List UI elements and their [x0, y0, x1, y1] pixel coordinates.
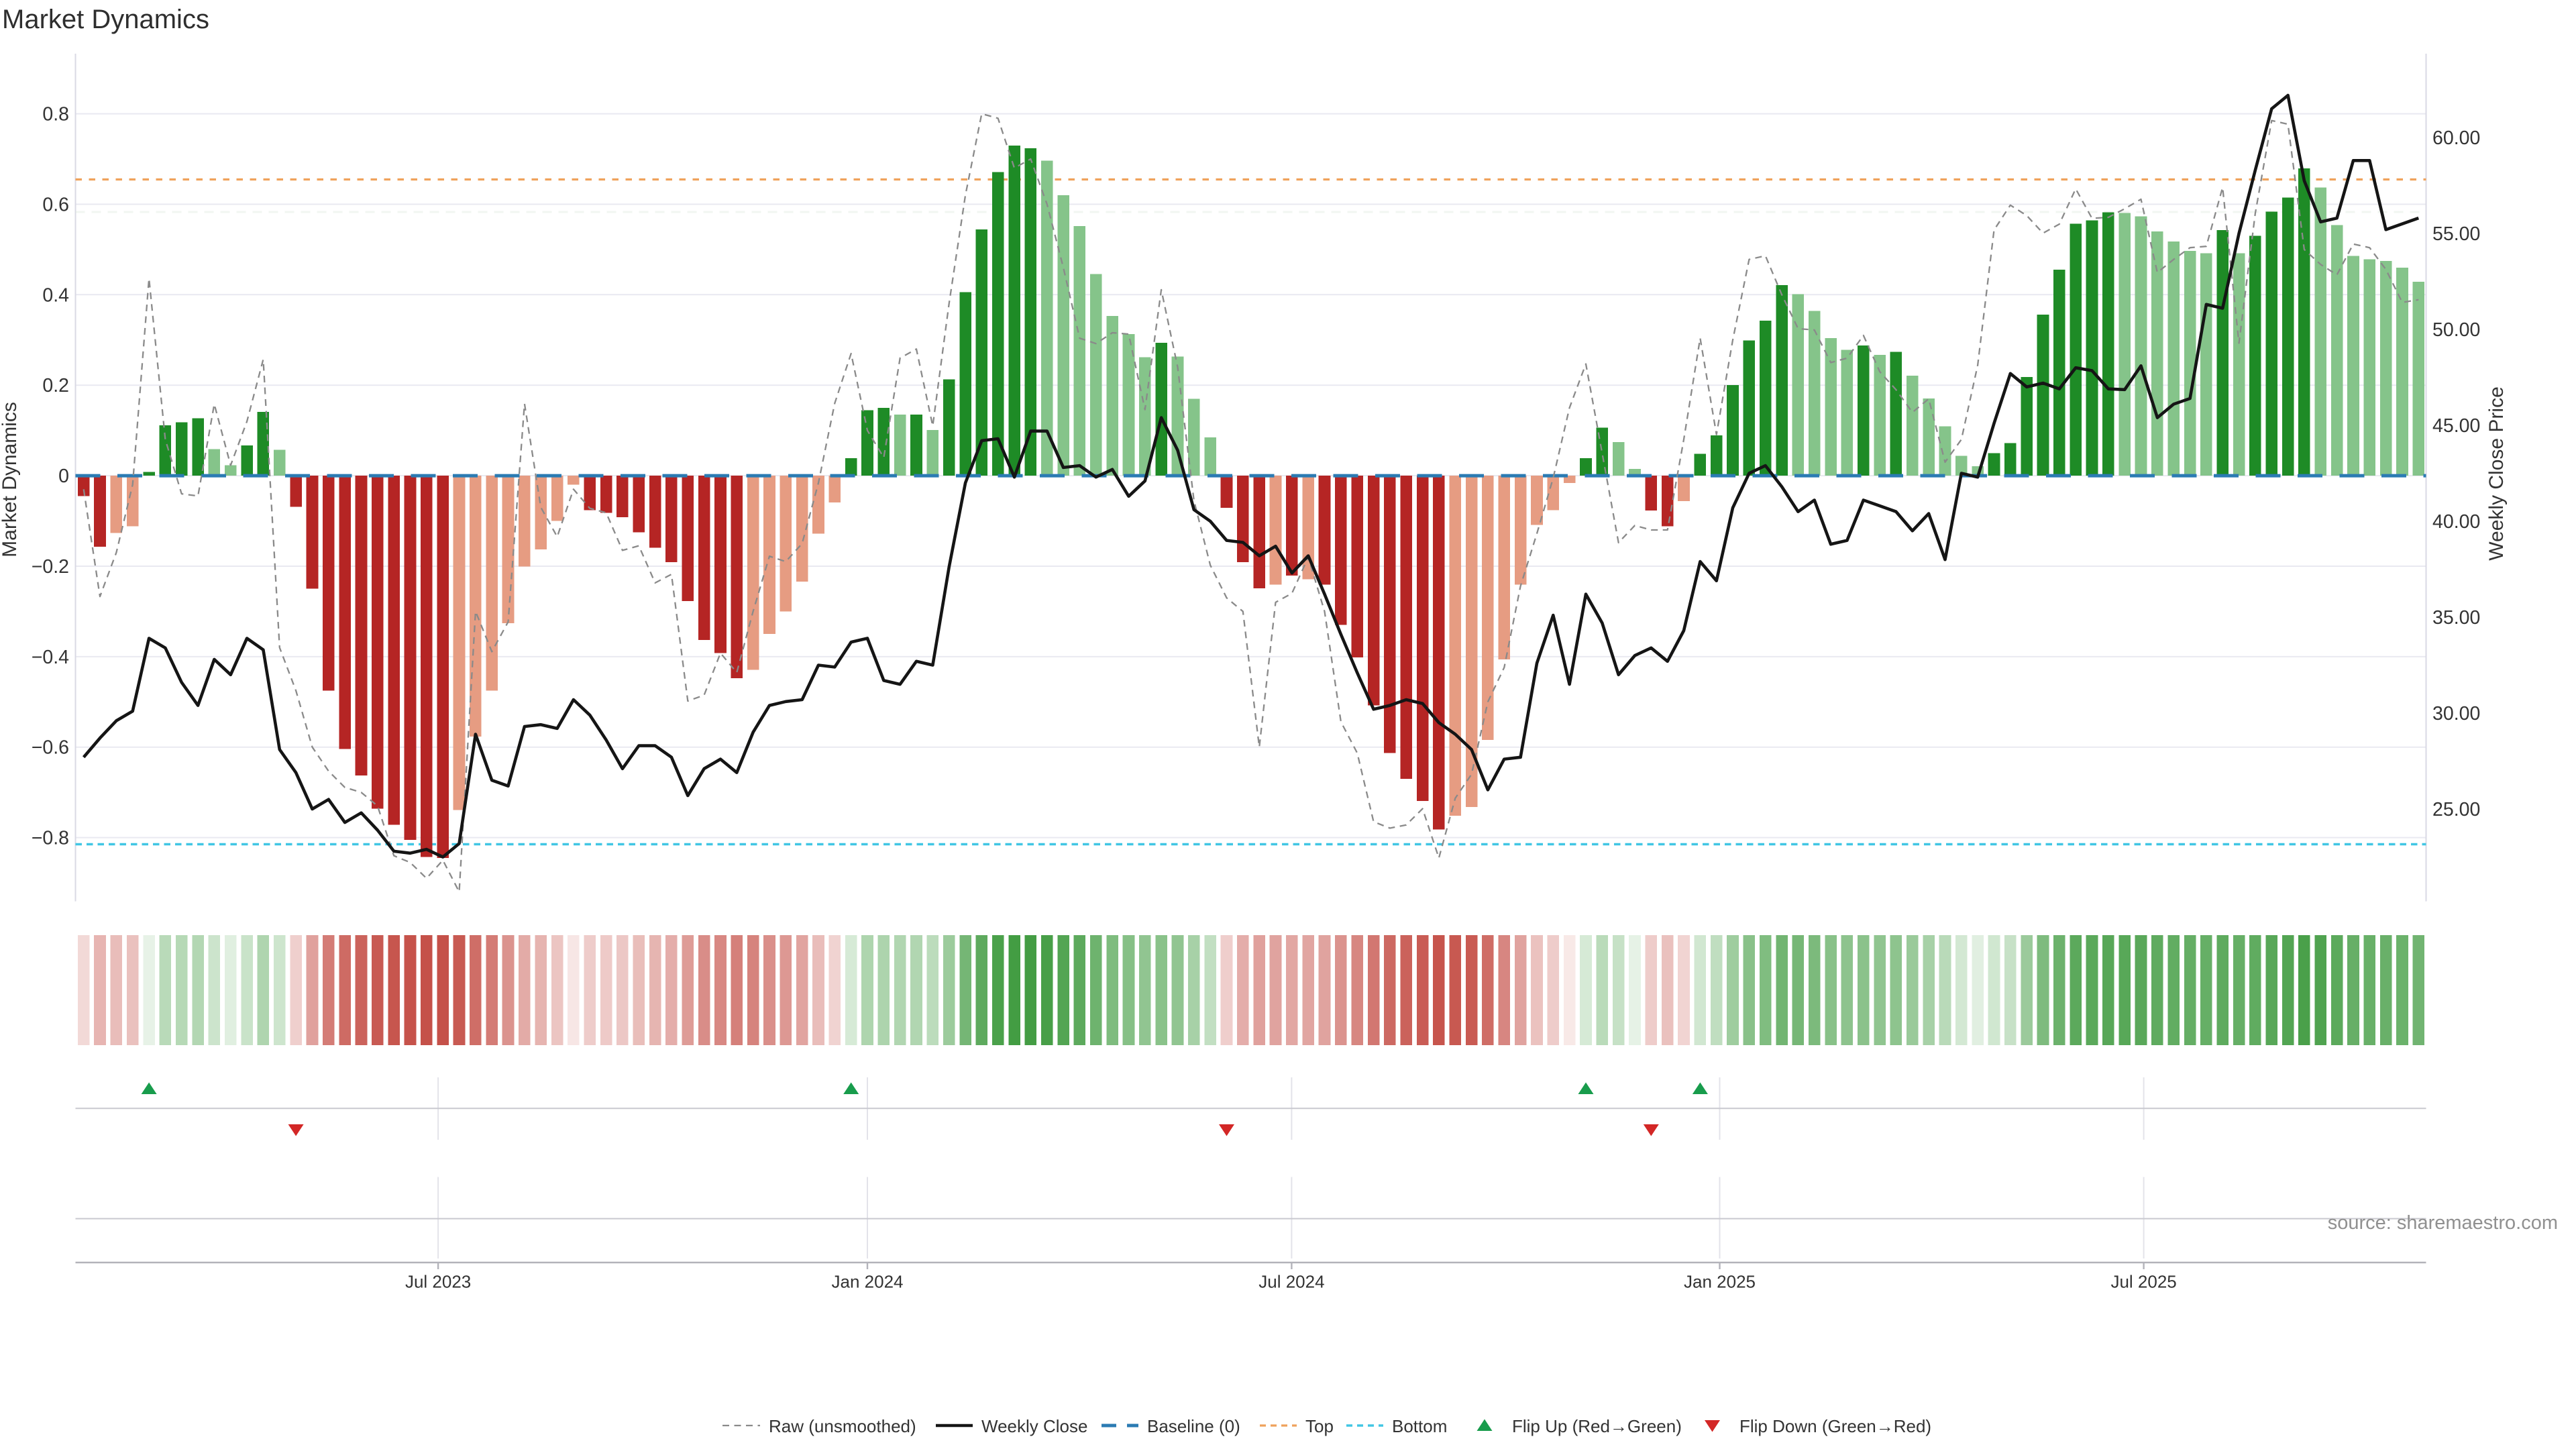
- svg-text:0.8: 0.8: [42, 104, 69, 125]
- svg-text:45.00: 45.00: [2432, 415, 2480, 437]
- svg-text:0: 0: [58, 466, 69, 487]
- svg-text:Jul 2025: Jul 2025: [2110, 1272, 2176, 1292]
- svg-text:50.00: 50.00: [2432, 319, 2480, 341]
- svg-text:0.4: 0.4: [42, 284, 69, 306]
- svg-text:35.00: 35.00: [2432, 607, 2480, 629]
- svg-text:25.00: 25.00: [2432, 799, 2480, 820]
- svg-text:55.00: 55.00: [2432, 223, 2480, 245]
- svg-text:source: sharemaestro.com: source: sharemaestro.com: [2328, 1212, 2558, 1234]
- svg-text:Top: Top: [1305, 1416, 1334, 1436]
- svg-text:40.00: 40.00: [2432, 511, 2480, 533]
- svg-text:Bottom: Bottom: [1392, 1416, 1447, 1436]
- svg-text:Market Dynamics: Market Dynamics: [0, 402, 21, 557]
- svg-text:Jul 2024: Jul 2024: [1258, 1272, 1324, 1292]
- svg-text:Market Dynamics: Market Dynamics: [2, 5, 209, 34]
- svg-text:Weekly Close: Weekly Close: [981, 1416, 1087, 1436]
- svg-text:Jan 2024: Jan 2024: [832, 1272, 904, 1292]
- svg-text:−0.4: −0.4: [32, 647, 69, 668]
- svg-text:−0.2: −0.2: [32, 556, 69, 578]
- svg-text:Jul 2023: Jul 2023: [405, 1272, 471, 1292]
- svg-text:Flip Down (Green→Red): Flip Down (Green→Red): [1739, 1416, 1931, 1436]
- svg-text:Raw (unsmoothed): Raw (unsmoothed): [769, 1416, 916, 1436]
- svg-text:0.2: 0.2: [42, 375, 69, 396]
- svg-text:0.6: 0.6: [42, 195, 69, 216]
- svg-text:Jan 2025: Jan 2025: [1684, 1272, 1756, 1292]
- svg-text:30.00: 30.00: [2432, 703, 2480, 724]
- svg-text:Baseline (0): Baseline (0): [1147, 1416, 1240, 1436]
- svg-text:Weekly Close Price: Weekly Close Price: [2485, 386, 2508, 561]
- svg-text:60.00: 60.00: [2432, 127, 2480, 149]
- svg-text:−0.8: −0.8: [32, 828, 69, 849]
- svg-text:Flip Up (Red→Green): Flip Up (Red→Green): [1512, 1416, 1682, 1436]
- svg-text:−0.6: −0.6: [32, 737, 69, 759]
